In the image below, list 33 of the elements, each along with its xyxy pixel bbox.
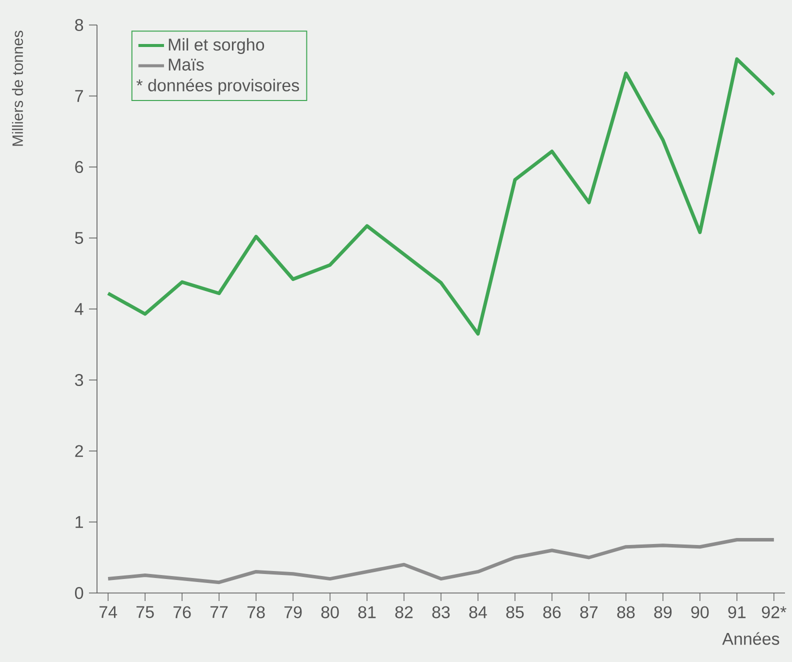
x-tick-label: 82 [395,606,413,618]
x-tick-label: 75 [136,606,154,618]
x-tick-label: 90 [691,606,709,618]
annotation: * données provisoires [136,78,300,95]
y-tick-label: 2 [75,445,83,457]
x-axis-title: Années [722,632,780,645]
x-tick-label: 84 [469,606,487,618]
x-tick-label: 74 [100,606,118,618]
x-tick-label: 85 [506,606,524,618]
x-tick-label: 88 [617,606,635,618]
y-tick-label: 3 [74,374,84,386]
x-tick-label: 83 [432,606,450,618]
legend-label: Mil et sorgho [168,38,264,54]
x-tick-label: 77 [210,606,228,618]
x-tick-label: 81 [358,606,376,618]
y-tick-label: 5 [75,232,84,244]
y-tick-label: 1 [76,516,83,528]
x-tick-label: 87 [580,606,598,618]
x-tick-label: 89 [654,606,672,618]
x-tick-label: 91 [728,606,746,618]
x-tick-label: 76 [174,606,191,618]
y-tick-label: 6 [75,160,84,174]
y-tick-label: 8 [75,18,84,32]
x-tick-label: 78 [247,606,265,618]
y-axis-title: Milliers de tonnes [12,30,23,146]
y-tick-label: 7 [75,90,83,102]
y-tick-label: 4 [74,303,84,315]
x-tick-label: 80 [321,606,339,618]
x-tick-label: 92* [762,606,786,618]
legend-label: Maïs [168,58,204,71]
y-tick-label: 0 [75,586,84,600]
x-tick-label: 86 [543,606,561,618]
x-tick-label: 79 [284,606,302,618]
